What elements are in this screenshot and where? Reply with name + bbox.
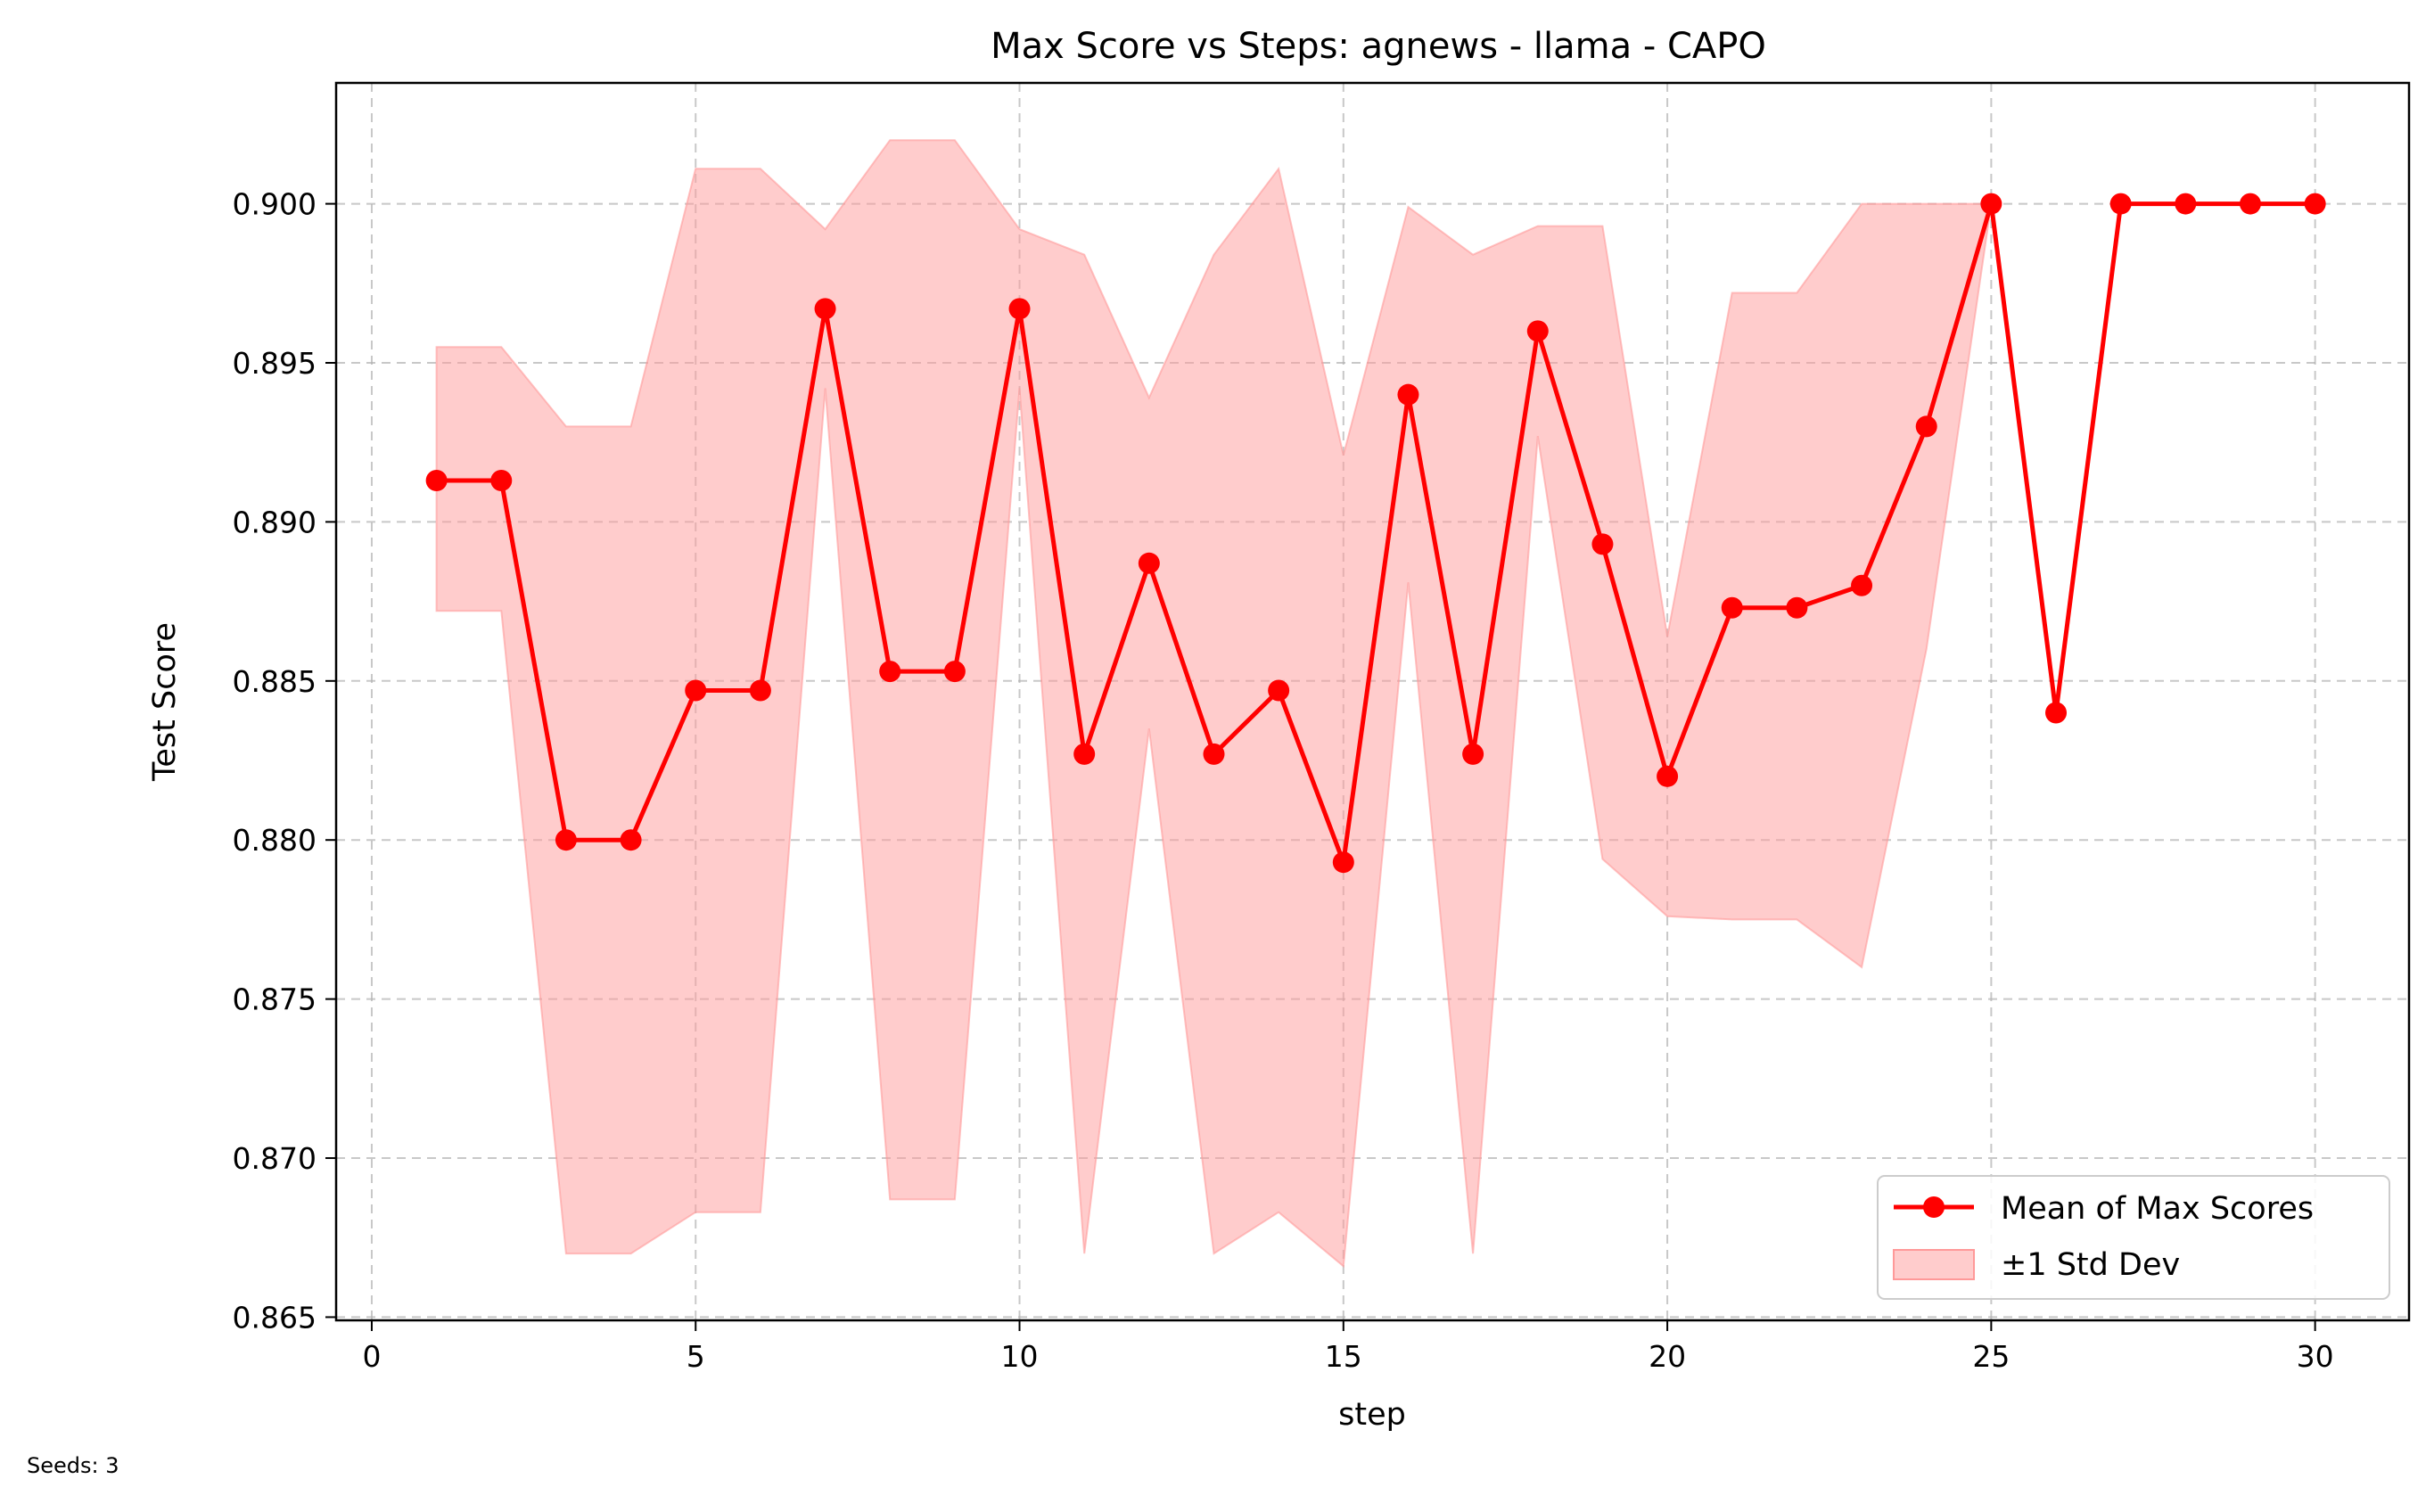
- y-tick-label: 0.885: [233, 664, 317, 699]
- data-point: [620, 829, 642, 851]
- legend-box: [1877, 1175, 2390, 1300]
- legend-label-std: ±1 Std Dev: [2001, 1247, 2180, 1283]
- mean-series-line: [436, 201, 2315, 865]
- x-tick-label: 15: [1325, 1339, 1362, 1374]
- legend-band-swatch: [1893, 1249, 1975, 1280]
- y-tick-label: 0.870: [233, 1141, 317, 1176]
- x-tick-label: 25: [1972, 1339, 2010, 1374]
- x-tick-label: 5: [687, 1339, 705, 1374]
- data-point: [814, 298, 836, 320]
- x-tick-label: 10: [1001, 1339, 1039, 1374]
- data-point: [749, 679, 771, 702]
- data-point: [1203, 743, 1225, 765]
- seeds-footnote: Seeds: 3: [27, 1453, 119, 1478]
- x-axis-label: step: [1338, 1397, 1406, 1433]
- data-point: [2175, 193, 2197, 215]
- data-point: [1851, 574, 1873, 596]
- y-tick-label: 0.880: [233, 823, 317, 858]
- legend-marker-swatch: [1923, 1196, 1945, 1218]
- chart-title: Max Score vs Steps: agnews - llama - CAP…: [991, 26, 1766, 67]
- data-point: [1462, 743, 1484, 765]
- data-point: [555, 829, 577, 851]
- y-tick-label: 0.875: [233, 982, 317, 1017]
- data-point: [1915, 415, 1937, 438]
- data-point: [1332, 851, 1354, 874]
- marker-layer: [425, 193, 2326, 874]
- data-point: [1138, 552, 1160, 574]
- data-point: [1008, 298, 1031, 320]
- data-point: [1657, 765, 1679, 787]
- legend-label-mean: Mean of Max Scores: [2001, 1191, 2314, 1227]
- data-point: [2109, 193, 2132, 215]
- std-dev-band: [435, 139, 2315, 1269]
- mean-line-layer: [436, 201, 2315, 865]
- legend: Mean of Max Scores ±1 Std Dev: [1877, 1175, 2390, 1300]
- y-ticks: 0.865 0.870 0.875 0.880 0.885 0.890 0.895 0.900: [233, 187, 336, 1335]
- y-tick-label: 0.890: [233, 505, 317, 539]
- data-point: [943, 661, 966, 683]
- data-point: [685, 679, 707, 702]
- x-tick-label: 30: [2297, 1339, 2334, 1374]
- data-point: [1268, 679, 1290, 702]
- data-point: [425, 470, 448, 492]
- data-point: [2239, 193, 2261, 215]
- x-ticks: 0 5 10 15 20 25 30: [362, 1320, 2334, 1374]
- data-point: [1591, 533, 1614, 555]
- y-tick-label: 0.865: [233, 1300, 317, 1335]
- data-point: [1526, 320, 1549, 342]
- data-point: [1073, 743, 1096, 765]
- y-axis-label: Test Score: [147, 622, 183, 782]
- x-tick-label: 0: [362, 1339, 381, 1374]
- data-point: [1721, 596, 1743, 619]
- data-point: [1786, 596, 1808, 619]
- plot-frame: [334, 81, 2411, 1322]
- data-point: [2045, 702, 2068, 724]
- data-point: [2304, 193, 2326, 215]
- x-tick-label: 20: [1649, 1339, 1686, 1374]
- data-point: [1980, 193, 2002, 215]
- y-tick-label: 0.895: [233, 346, 317, 381]
- data-point: [1397, 383, 1419, 406]
- y-tick-label: 0.900: [233, 187, 317, 222]
- std-dev-band-layer: [435, 139, 2315, 1269]
- data-point: [490, 470, 513, 492]
- data-point: [879, 661, 901, 683]
